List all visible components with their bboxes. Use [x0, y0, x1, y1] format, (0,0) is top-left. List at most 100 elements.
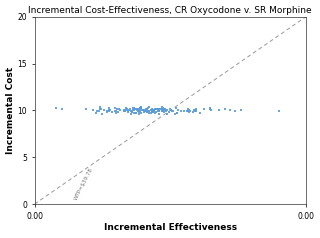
Point: [157, 107, 162, 111]
Point: [217, 109, 222, 112]
Point: [139, 111, 144, 115]
Point: [185, 109, 190, 113]
Point: [135, 107, 140, 111]
Point: [136, 108, 141, 111]
Point: [117, 108, 123, 112]
Point: [161, 110, 166, 114]
Point: [159, 108, 164, 112]
Point: [114, 108, 119, 111]
Point: [132, 106, 137, 110]
Point: [276, 109, 281, 113]
Point: [127, 108, 132, 111]
Point: [169, 108, 174, 112]
Point: [135, 109, 140, 112]
Point: [164, 112, 170, 115]
Point: [141, 109, 146, 112]
Point: [125, 110, 131, 114]
Point: [123, 109, 128, 113]
Point: [178, 109, 183, 113]
Point: [170, 109, 175, 113]
Point: [161, 107, 166, 110]
Title: Incremental Cost-Effectiveness, CR Oxycodone v. SR Morphine: Incremental Cost-Effectiveness, CR Oxyco…: [28, 5, 312, 15]
Point: [144, 109, 149, 112]
Point: [161, 109, 166, 113]
Point: [93, 111, 98, 114]
Point: [154, 110, 159, 114]
Point: [131, 107, 136, 111]
Point: [140, 108, 145, 111]
Point: [162, 107, 167, 111]
Point: [128, 112, 133, 115]
Point: [192, 109, 197, 113]
Point: [96, 109, 101, 112]
Point: [124, 107, 130, 110]
Point: [137, 109, 142, 113]
Point: [138, 106, 143, 110]
Point: [164, 108, 169, 112]
Point: [181, 109, 186, 113]
Point: [185, 109, 190, 113]
Point: [84, 108, 89, 111]
Point: [201, 107, 206, 111]
Point: [107, 107, 112, 110]
Point: [187, 110, 192, 114]
Point: [138, 107, 143, 111]
Point: [193, 107, 198, 111]
Point: [141, 110, 146, 114]
Point: [156, 109, 161, 113]
Point: [238, 109, 244, 112]
Point: [148, 108, 154, 111]
Point: [150, 108, 155, 112]
Point: [135, 107, 140, 111]
Point: [156, 109, 161, 113]
Point: [130, 106, 135, 110]
Point: [139, 105, 144, 109]
Point: [107, 109, 112, 113]
Point: [146, 106, 151, 109]
Point: [129, 109, 134, 113]
Point: [141, 108, 147, 112]
Point: [153, 111, 158, 114]
Point: [152, 107, 157, 111]
Point: [160, 105, 165, 109]
Point: [133, 107, 139, 111]
Point: [98, 107, 103, 111]
Point: [145, 110, 150, 114]
Point: [194, 109, 199, 113]
Point: [138, 107, 143, 110]
Point: [192, 109, 197, 112]
Point: [175, 108, 180, 112]
Point: [94, 109, 100, 113]
Point: [154, 107, 159, 111]
Point: [198, 111, 203, 115]
Point: [207, 106, 212, 110]
Point: [97, 105, 102, 109]
Point: [151, 108, 156, 112]
Point: [117, 107, 122, 111]
Point: [140, 109, 145, 112]
Point: [145, 110, 150, 114]
Point: [149, 109, 154, 113]
Point: [107, 108, 112, 112]
Point: [136, 112, 141, 116]
Point: [174, 106, 179, 110]
Point: [156, 112, 162, 115]
Point: [116, 110, 121, 114]
Point: [147, 109, 152, 113]
Point: [149, 111, 154, 115]
Point: [193, 109, 198, 112]
Point: [159, 109, 164, 113]
Point: [144, 107, 149, 111]
Point: [123, 106, 128, 110]
Point: [105, 110, 110, 114]
Point: [122, 109, 127, 113]
Point: [208, 108, 213, 112]
Point: [149, 108, 155, 111]
Point: [138, 109, 143, 113]
Point: [132, 108, 137, 112]
Point: [132, 111, 137, 115]
Point: [160, 107, 165, 111]
Point: [175, 111, 180, 115]
Point: [156, 107, 161, 111]
Point: [129, 110, 134, 114]
